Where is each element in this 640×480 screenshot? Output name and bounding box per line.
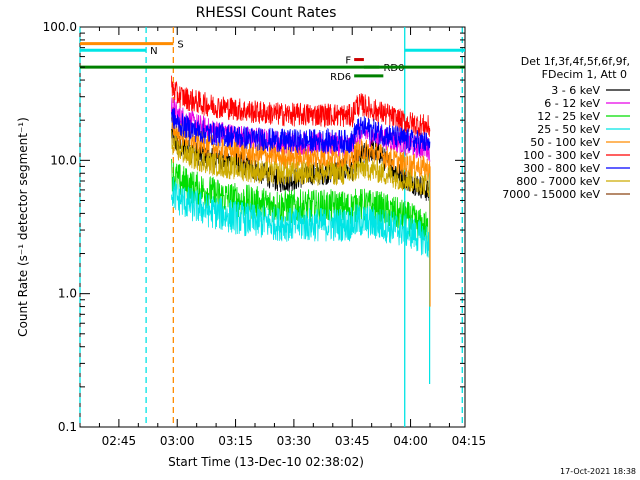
x-tick-label-1: 03:00 xyxy=(160,434,195,448)
flag-label-3: F xyxy=(345,56,351,67)
flag-label-1: N xyxy=(150,46,157,57)
legend-header-detectors: Det 1f,3f,4f,5f,6f,9f, xyxy=(521,55,630,68)
series-line-3 xyxy=(171,177,431,258)
y-tick-label-3: 100.0 xyxy=(43,20,77,34)
legend-label-3: 25 - 50 keV xyxy=(537,123,600,136)
legend-label-5: 100 - 300 keV xyxy=(523,149,600,162)
flag-bars: SNFRD0RD6 xyxy=(80,40,465,83)
x-tick-label-4: 03:45 xyxy=(335,434,370,448)
legend-label-1: 6 - 12 keV xyxy=(544,97,600,110)
x-tick-label-2: 03:15 xyxy=(218,434,253,448)
flag-label-0: S xyxy=(177,40,183,51)
x-tick-label-0: 02:45 xyxy=(102,434,137,448)
series-lines xyxy=(171,75,431,385)
legend-label-8: 7000 - 15000 keV xyxy=(502,188,600,201)
legend-header-decimation: FDecim 1, Att 0 xyxy=(542,68,627,81)
flag-label-6: RD6 xyxy=(330,72,351,83)
legend-label-0: 3 - 6 keV xyxy=(551,84,600,97)
chart-title: RHESSI Count Rates xyxy=(196,5,337,21)
timestamp: 17-Oct-2021 18:38 xyxy=(560,467,636,476)
plot-frame xyxy=(79,26,466,428)
series-line-4 xyxy=(171,113,431,181)
series-line-7 xyxy=(171,130,431,197)
x-tick-label-6: 04:15 xyxy=(452,434,487,448)
series-line-5 xyxy=(171,75,431,137)
x-axis-label: Start Time (13-Dec-10 02:38:02) xyxy=(168,455,364,469)
y-axis-label: Count Rate (s⁻¹ detector segment⁻¹) xyxy=(16,117,30,337)
y-tick-label-0: 0.1 xyxy=(58,420,77,434)
y-tick-label-2: 10.0 xyxy=(50,153,77,167)
y-axis: 0.1 1.0 10.0 100.0 xyxy=(43,20,465,434)
legend: Det 1f,3f,4f,5f,6f,9f, FDecim 1, Att 0 3… xyxy=(502,55,630,201)
y-tick-label-1: 1.0 xyxy=(58,287,77,301)
legend-label-6: 300 - 800 keV xyxy=(523,162,600,175)
plot-area: SNFRD0RD6 xyxy=(79,26,466,428)
x-axis: 02:45 03:00 03:15 03:30 03:45 04:00 04:15 xyxy=(98,27,487,448)
legend-label-7: 800 - 7000 keV xyxy=(516,175,600,188)
x-tick-label-5: 04:00 xyxy=(393,434,428,448)
series-line-6 xyxy=(171,107,431,154)
legend-label-4: 50 - 100 keV xyxy=(530,136,600,149)
x-tick-label-3: 03:30 xyxy=(277,434,312,448)
series-line-2 xyxy=(171,158,431,246)
legend-label-2: 12 - 25 keV xyxy=(537,110,600,123)
